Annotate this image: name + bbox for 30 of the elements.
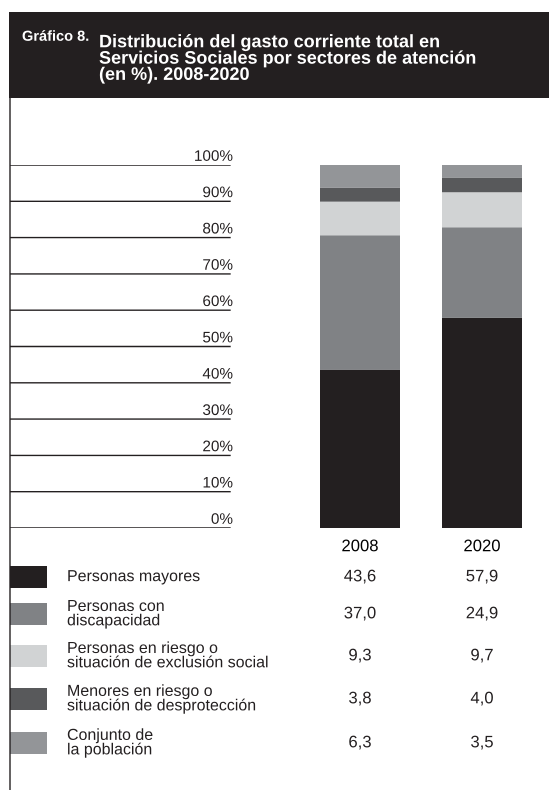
data-label: 3,5 bbox=[471, 736, 493, 750]
data-label: 9,7 bbox=[471, 648, 493, 662]
x-tick-label: 2020 bbox=[464, 540, 500, 552]
text: Gráfico 8. bbox=[22, 30, 88, 41]
y-tick-label: 70% bbox=[203, 259, 232, 270]
data-label: 9,3 bbox=[349, 648, 371, 662]
data-label: 6,3 bbox=[349, 736, 371, 750]
y-tick-label: 20% bbox=[203, 440, 232, 452]
data-label: 37,0 bbox=[344, 606, 376, 620]
y-tick-label: 30% bbox=[203, 404, 232, 416]
data-label: 24,9 bbox=[466, 606, 498, 620]
chart-title: Distribución del gasto corriente total en Servicios Sociales por sectores de atención (en %). 2008-2020 bbox=[100, 34, 476, 84]
data-label: 4,0 bbox=[470, 692, 493, 706]
y-tick-label: 10% bbox=[204, 476, 232, 488]
legend-label: Personas con discapacidad bbox=[68, 600, 164, 629]
data-label: 3,8 bbox=[349, 692, 371, 706]
legend-label: Personas en riesgo o situación de exclusión social bbox=[67, 641, 268, 668]
y-tick-label: 80% bbox=[203, 222, 232, 234]
legend-label: Conjunto de la población bbox=[68, 728, 152, 758]
y-tick-label: 100% bbox=[195, 150, 232, 161]
y-tick-label: 90% bbox=[203, 186, 232, 198]
y-tick-label: 0% bbox=[212, 513, 232, 524]
data-label: 57,9 bbox=[466, 570, 498, 584]
y-tick-label: 60% bbox=[203, 295, 232, 306]
y-tick-label: 50% bbox=[203, 332, 232, 342]
data-label: 43,6 bbox=[344, 570, 376, 584]
legend-label: Menores en riesgo o situación de desprotección bbox=[67, 684, 256, 714]
x-tick-label: 2008 bbox=[342, 540, 378, 552]
y-tick-label: 40% bbox=[202, 368, 232, 379]
legend-label: Personas mayores bbox=[68, 570, 200, 584]
